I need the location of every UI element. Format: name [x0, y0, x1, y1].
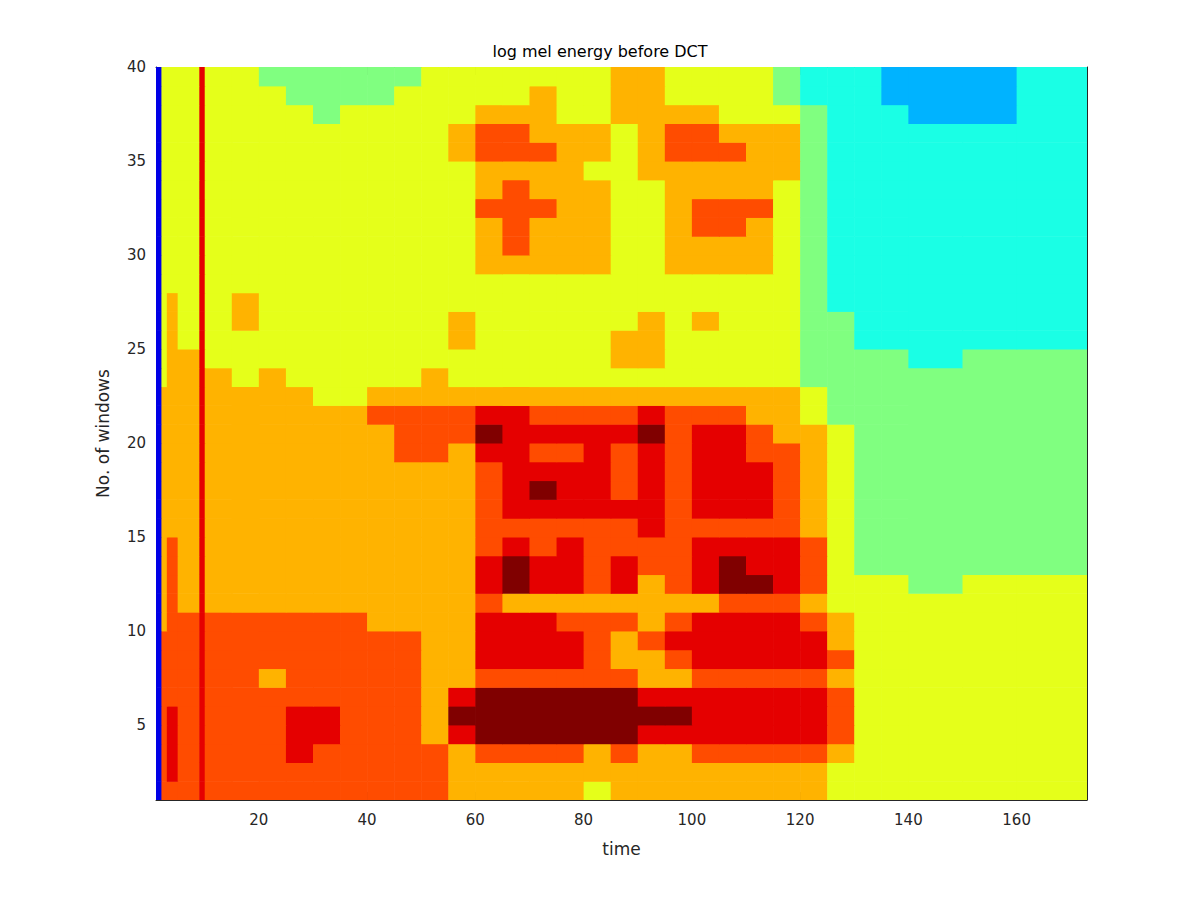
svg-text:40: 40 [127, 58, 146, 76]
svg-text:time: time [602, 839, 640, 859]
svg-text:160: 160 [1002, 811, 1031, 829]
svg-text:No. of windows: No. of windows [93, 369, 113, 498]
svg-text:120: 120 [786, 811, 815, 829]
svg-text:140: 140 [894, 811, 923, 829]
svg-text:60: 60 [466, 811, 485, 829]
svg-text:20: 20 [249, 811, 268, 829]
svg-text:25: 25 [127, 340, 146, 358]
svg-text:log mel energy before DCT: log mel energy before DCT [492, 42, 707, 61]
svg-text:15: 15 [127, 528, 146, 546]
svg-text:80: 80 [574, 811, 593, 829]
svg-text:5: 5 [136, 716, 146, 734]
svg-text:40: 40 [358, 811, 377, 829]
svg-text:20: 20 [127, 434, 146, 452]
svg-text:10: 10 [127, 622, 146, 640]
svg-text:100: 100 [678, 811, 707, 829]
svg-text:35: 35 [127, 152, 146, 170]
svg-text:30: 30 [127, 246, 146, 264]
